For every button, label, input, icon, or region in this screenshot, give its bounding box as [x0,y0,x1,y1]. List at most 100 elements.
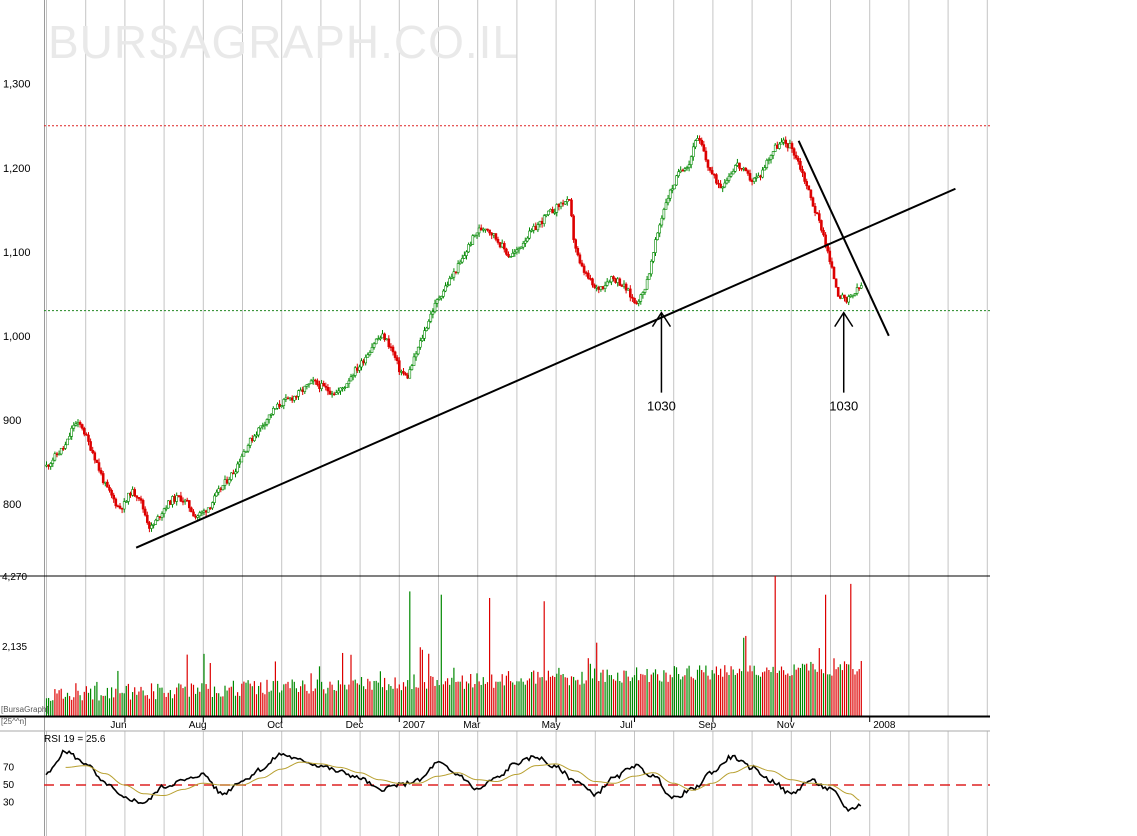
candle-body [160,513,164,518]
candle-body [471,235,475,245]
watermark-text: BURSAGRAPH.CO.IL [48,16,519,68]
candle-body [143,508,147,516]
candle-body [120,507,124,510]
candle-body [368,352,372,356]
candle-body [251,437,254,441]
candle-body [727,175,731,181]
candle-body [80,424,84,429]
candle-body [87,434,90,442]
candle-body [97,462,101,471]
candle-body [834,278,838,288]
candle-body [639,294,643,302]
candle-body [652,252,655,262]
candle-body [456,263,460,273]
candle-body [578,254,582,264]
candle-body [544,214,548,217]
candle-body [337,390,340,394]
candle-body [505,248,508,255]
candle-body [313,379,317,382]
candle-body [309,380,313,385]
candle-body [576,248,580,256]
candle-body [242,451,246,457]
candle-body [626,288,630,291]
candle-body [450,276,454,279]
candle-body [572,215,575,240]
candle-body [452,271,456,278]
candle-body [244,450,248,453]
annotation-label: 1030 [829,399,858,414]
candle-body [343,387,347,390]
candle-body [607,281,611,284]
candle-body [223,479,227,486]
rsi-y-tick-label: 30 [3,798,15,809]
candle-body [708,167,712,171]
candle-body [773,144,777,152]
candle-body [691,146,695,158]
candle-body [601,286,605,289]
candle-body [76,422,80,425]
candle-body [253,435,256,441]
candle-body [649,260,653,275]
candle-body [355,367,359,371]
annotation-label: 1030 [647,399,676,414]
candle-body [183,499,187,502]
candle-body [446,284,449,287]
trendline [135,187,956,549]
candle-body [137,497,141,499]
candle-body [135,495,139,498]
candle-body [454,271,458,274]
candle-body [538,220,542,225]
candle-body [689,156,693,165]
candle-body [838,296,842,299]
candle-body [536,224,540,231]
candle-body [320,383,323,389]
candle-body [750,179,754,182]
candle-body [589,278,592,280]
candle-body [744,167,748,171]
candle-body [820,220,823,231]
candle-body [238,461,241,465]
candle-body [246,445,250,452]
candle-body [393,351,397,358]
candle-body [635,302,638,305]
candle-body [618,278,622,286]
candle-body [570,199,573,217]
month-tick-label: Jun [110,720,126,731]
candle-body [225,479,229,484]
candle-body [389,346,393,349]
candle-body [265,419,269,425]
candle-body [706,159,710,168]
candle-body [412,356,416,366]
candle-body [717,182,720,185]
candle-body [660,217,664,226]
candle-body [219,488,223,491]
candle-body [122,501,126,510]
candle-body [515,249,519,253]
candle-body [765,160,769,168]
candle-body [826,245,830,252]
candle-body [234,471,237,475]
candle-body [586,272,590,279]
candle-body [857,287,861,289]
candle-body [202,510,206,513]
candle-body [540,220,544,225]
candle-body [507,254,510,257]
candle-body [255,434,258,437]
candle-body [811,197,815,207]
candle-body [366,354,370,358]
candle-body [93,452,97,461]
candle-body [360,360,363,368]
candle-body [200,511,204,514]
candle-body [383,333,386,340]
candle-body [162,508,166,514]
candle-body [796,157,800,162]
candle-body [416,346,420,355]
candle-body [99,470,103,474]
candle-body [559,202,563,208]
rsi-line [45,749,862,813]
candle-body [565,199,569,202]
candle-body [91,450,94,453]
candle-body [807,185,811,191]
candle-body [402,371,405,374]
candle-body [542,215,546,225]
